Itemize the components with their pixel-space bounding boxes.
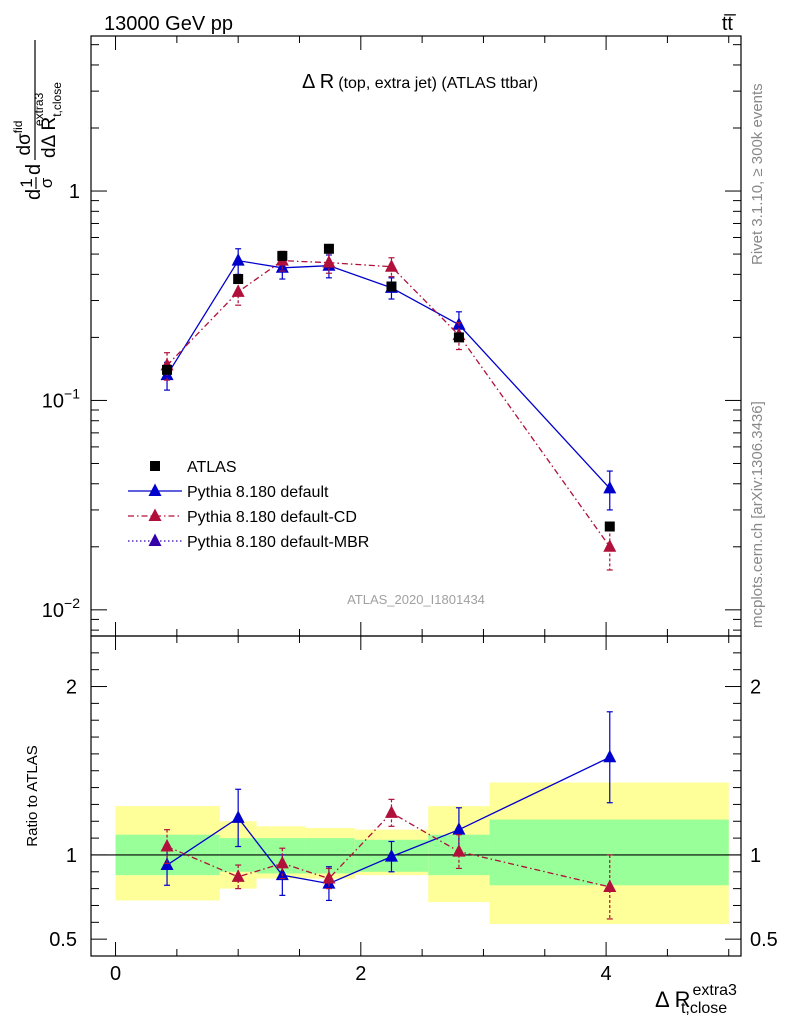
ylabel-frac2-den: dΔ Rt,closeextra3 [32, 82, 64, 158]
legend-label: Pythia 8.180 default-MBR [187, 534, 369, 551]
ratio-point [231, 810, 245, 823]
chart-title: Δ R (top, extra jet) (ATLAS ttbar) [302, 71, 538, 93]
chart-title-main: Δ R [302, 71, 334, 93]
legend-marker [148, 508, 162, 521]
series-point [231, 253, 245, 266]
ratio-point [275, 855, 289, 869]
y-tick-label: 10−2 [42, 595, 80, 622]
data-point [323, 243, 334, 254]
ylabel-mid: d [23, 164, 45, 175]
legend: ATLAS Pythia 8.180 default Pythia 8.180 de… [128, 459, 369, 551]
ratio-y-tick-label: 0.5 [49, 929, 77, 951]
analysis-id: ATLAS_2020_I1801434 [347, 592, 485, 607]
svg-text:d: d [23, 189, 45, 200]
ratio-panel: 0.5 0.5 1 1 2 2 [49, 635, 778, 957]
data-point [386, 281, 397, 292]
data-point [233, 274, 244, 285]
x-tick-label: 4 [601, 963, 612, 985]
ylabel-frac1-num: 1 [17, 178, 36, 187]
legend-marker [148, 483, 162, 496]
series-point [231, 284, 245, 297]
ratio-point [384, 805, 398, 818]
data-point [277, 250, 288, 261]
series-point [603, 539, 617, 552]
ratio-axis-label: Ratio to ATLAS [24, 745, 41, 846]
series-point [322, 255, 336, 268]
ratio-y-tick-label: 1 [66, 845, 77, 867]
ratio-y-tick-label: 2 [66, 677, 77, 699]
series-point [603, 480, 617, 494]
series-point [384, 259, 398, 272]
y-tick-label: 10−1 [42, 385, 80, 412]
ratio-frame [90, 635, 742, 957]
legend-marker [150, 461, 160, 471]
data-point [453, 332, 464, 343]
beam-label: 13000 GeV pp [104, 13, 233, 35]
legend-label: Pythia 8.180 default-CD [187, 509, 357, 526]
legend-label: Pythia 8.180 default [187, 484, 329, 501]
ylabel-prefix: d [23, 189, 45, 200]
ratio-point [452, 822, 466, 835]
ratio-y-tick-label-right: 0.5 [750, 929, 778, 951]
ratio-point [452, 844, 466, 857]
legend-marker [148, 533, 162, 546]
ylabel-frac2-num: dσfid [11, 121, 35, 156]
process-label: tt̅ [722, 13, 736, 35]
x-tick-label: 2 [355, 963, 366, 985]
chart-title-sub: (top, extra jet) (ATLAS ttbar) [338, 75, 538, 92]
legend-label: ATLAS [187, 459, 237, 476]
data-point [604, 521, 615, 532]
ratio-y-tick-label-right: 2 [750, 677, 761, 699]
x-tick-label: 0 [110, 963, 121, 985]
mcplots-label: mcplots.cern.ch [arXiv:1306.3436] [749, 401, 766, 628]
ratio-y-tick-label-right: 1 [750, 845, 761, 867]
ratio-band-inner [305, 838, 355, 874]
y-axis-label: d 1 σ d dσfid dΔ Rt,closeextra3 [11, 40, 64, 200]
main-panel: 10−2 10−1 1 [42, 35, 742, 637]
ratio-point [603, 749, 617, 763]
ratio-point [322, 871, 336, 884]
ratio-point [384, 849, 398, 862]
ratio-point [603, 879, 617, 892]
y-tick-label: 1 [69, 181, 80, 203]
series-line-2 [166, 260, 611, 548]
ylabel-frac1-den: σ [37, 177, 56, 188]
rivet-label: Rivet 3.1.10, ≥ 300k events [749, 83, 766, 265]
data-point [162, 364, 173, 375]
ratio-point [231, 869, 245, 882]
ratio-point [160, 839, 174, 852]
ratio-band-inner [489, 819, 729, 886]
